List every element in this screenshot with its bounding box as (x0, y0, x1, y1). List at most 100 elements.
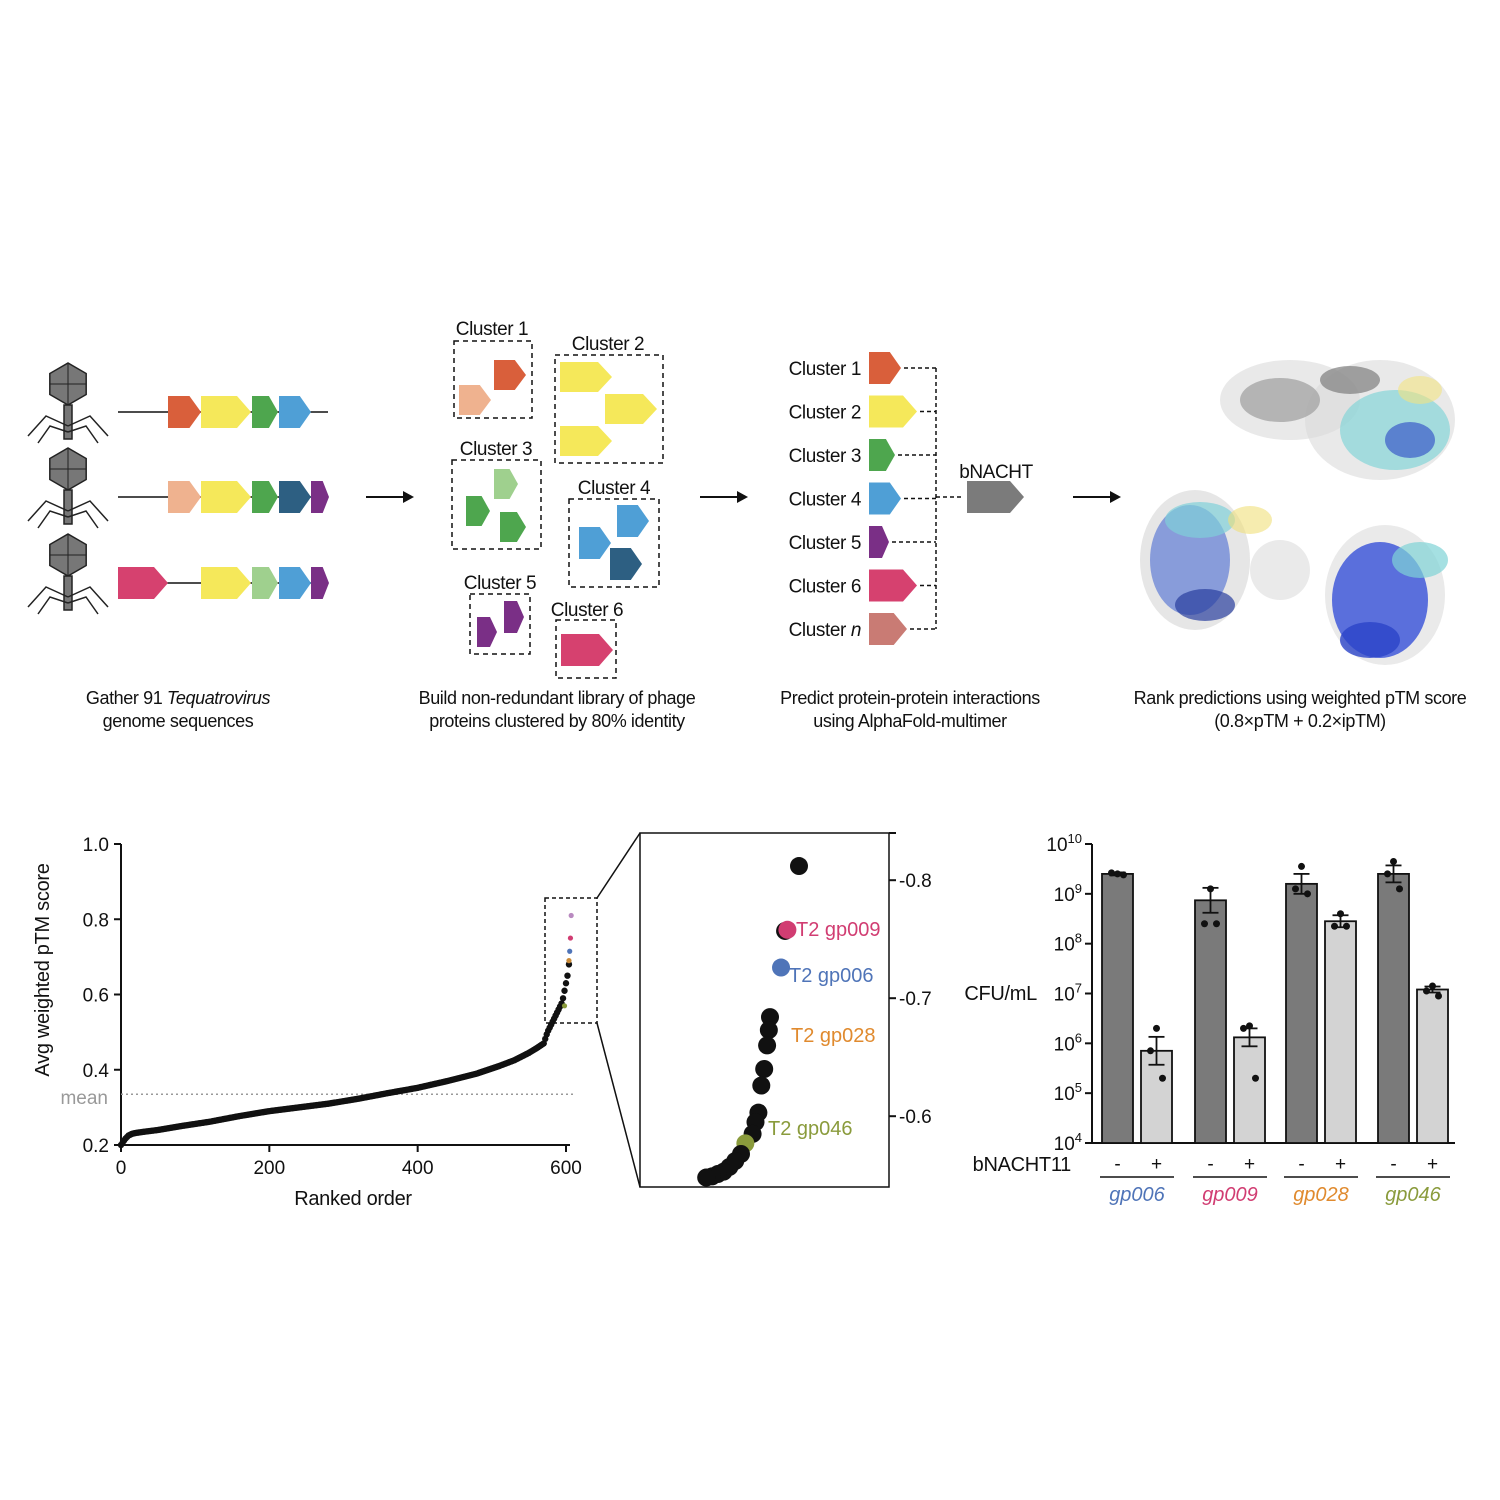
group-label: gp028 (1293, 1184, 1349, 1206)
chart2-ytick-label: -0.8 (899, 871, 932, 892)
chart1-point (562, 980, 570, 987)
gene-arrow (561, 634, 613, 666)
chart1-xlabel: Ranked order (294, 1188, 412, 1210)
replicate-point (1207, 885, 1214, 893)
gene-arrow (869, 395, 917, 428)
cluster-list-panel: Cluster 1 Cluster 2 Cluster 3 Cluster 4 Clus… (789, 352, 1034, 645)
cluster-box-label: Cluster 2 (572, 334, 644, 355)
gene-arrow (869, 613, 907, 645)
caption-step3-line2: using AlphaFold-multimer (813, 711, 1007, 731)
zoom-panel-frame (639, 832, 890, 1188)
cluster-box-4: Cluster 4 (568, 478, 660, 588)
gene-arrow (610, 548, 642, 580)
cluster-box-label: Cluster 3 (460, 439, 532, 460)
bar (1140, 1049, 1173, 1144)
gene-arrow (869, 482, 901, 515)
gene-arrow (504, 601, 524, 633)
zoom-connector-top (596, 832, 641, 899)
replicate-point (1390, 857, 1397, 865)
cluster-list-label: Cluster n (789, 620, 861, 641)
replicate-point (1423, 987, 1430, 995)
bar-group-gp046: - + gp046 (1376, 857, 1450, 1206)
chart3-ytick-label: 108 (1054, 931, 1082, 956)
chart2-point-label: T2 gp006 (789, 965, 874, 987)
gene-arrow (201, 481, 251, 513)
gene-arrow (869, 526, 889, 558)
replicate-point (1201, 920, 1208, 928)
gene-arrow (500, 512, 526, 542)
cluster-list-label: Cluster 1 (789, 359, 861, 380)
condition-label: - (1207, 1154, 1213, 1175)
chart1-xtick-label: 200 (253, 1158, 285, 1179)
condition-label: + (1151, 1154, 1162, 1175)
bait-label: bNACHT (959, 462, 1033, 483)
chart2-point (758, 1036, 777, 1055)
gene-arrow (118, 567, 168, 599)
chart3-ytick-label: 106 (1054, 1030, 1082, 1055)
gene-arrow (279, 481, 311, 513)
group-label: gp046 (1385, 1184, 1441, 1206)
zoom-inset: -0.6 -0.7 -0.8 T2 gp009 T2 gp006 T2 gp028 T2 g… (544, 832, 932, 1188)
chart1-highlight-point (567, 935, 574, 941)
condition-label: - (1298, 1154, 1304, 1175)
gene-arrow (605, 394, 657, 424)
gene-arrow (279, 567, 311, 599)
zoom-region-box (544, 897, 598, 1024)
gene-arrow (459, 385, 491, 415)
chart1-point (561, 987, 568, 994)
chart1-highlight-point (568, 912, 574, 919)
cluster-list-label: Cluster 6 (789, 577, 861, 598)
bait-gene-arrow (967, 481, 1024, 513)
bar-group-gp028: - + gp028 (1284, 862, 1358, 1206)
replicate-point (1304, 890, 1311, 898)
structure-left (1140, 490, 1310, 630)
condition-label: + (1244, 1154, 1255, 1175)
replicate-point (1298, 862, 1305, 870)
gene-arrow (252, 567, 278, 599)
cluster-box-label: Cluster 1 (456, 319, 528, 340)
gene-arrow (201, 396, 251, 428)
bar (1377, 873, 1410, 1144)
phage-row-2 (27, 447, 329, 529)
chart3-ylabel: CFU/mL (964, 983, 1037, 1005)
step-captions: Gather 91 Tequatrovirus genome sequences… (86, 688, 1467, 731)
phage-row-3 (27, 533, 329, 615)
cluster-list-item-3: Cluster 3 (789, 439, 936, 471)
chart2-point (759, 1021, 778, 1040)
dashed-box (568, 498, 660, 588)
chart3-ytick-label: 1010 (1046, 831, 1082, 856)
cluster-list-item-4: Cluster 4 (789, 482, 936, 515)
gene-arrow (311, 481, 329, 513)
cluster-list-label: Cluster 4 (789, 490, 862, 511)
replicate-point (1396, 885, 1403, 893)
caption-step1-line2: genome sequences (103, 711, 254, 731)
cluster-list-item-1: Cluster 1 (789, 352, 936, 384)
chart2-point-label: T2 gp009 (796, 919, 881, 941)
chart1-ytick-label: 0.4 (83, 1061, 110, 1082)
caption-step3: Predict protein-protein interactions (780, 688, 1040, 708)
cfu-bar-chart: CFU/mL bNACHT11 104 105 106 107 108 109 1010 - +… (964, 831, 1455, 1206)
chart2-point (752, 1076, 771, 1095)
condition-label: + (1427, 1154, 1438, 1175)
chart3-ytick-label: 105 (1054, 1080, 1082, 1105)
gene-arrow (477, 617, 497, 647)
cluster-list-label: Cluster 2 (789, 403, 861, 424)
cluster-box-label: Cluster 5 (464, 573, 536, 594)
replicate-point (1343, 922, 1350, 930)
bar (1101, 873, 1134, 1144)
cluster-list-label: Cluster 3 (789, 446, 861, 467)
chart1-point (559, 995, 567, 1002)
dashed-box (555, 619, 617, 679)
replicate-point (1337, 910, 1344, 918)
cluster-box-label: Cluster 6 (551, 600, 623, 621)
cluster-boxes-panel: Cluster 1 Cluster 2 Cluster 3 Cluster 4 Clus… (451, 319, 664, 679)
group-label: gp009 (1202, 1184, 1258, 1206)
bar (1285, 882, 1318, 1144)
chart2-point (761, 1008, 779, 1027)
chart1-point (564, 972, 571, 979)
gene-arrow (252, 481, 278, 513)
gene-arrow (869, 352, 901, 384)
group-label: gp006 (1109, 1184, 1165, 1206)
chart1-highlight-point (561, 1003, 568, 1009)
